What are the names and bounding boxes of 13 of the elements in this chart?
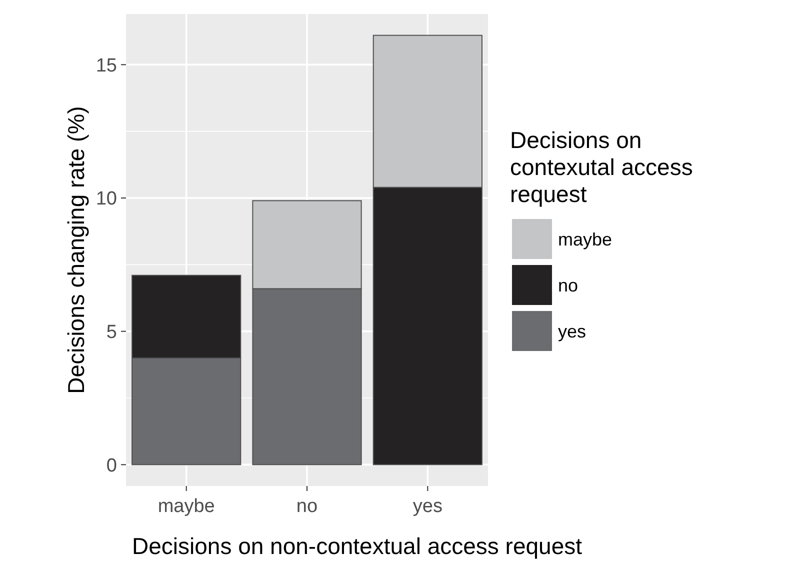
y-tick-label: 5 xyxy=(106,322,117,343)
x-axis-title: Decisions on non-contextual access request xyxy=(132,533,583,559)
legend-title: Decisions on contexutal access request xyxy=(510,127,693,207)
x-tick-label: no xyxy=(296,496,318,517)
legend-label: maybe xyxy=(558,229,612,250)
y-tick-label: 0 xyxy=(106,455,117,476)
y-tick-label: 10 xyxy=(96,188,117,210)
legend-label: yes xyxy=(558,321,586,342)
x-tick-label: yes xyxy=(412,496,442,517)
y-tick-label: 15 xyxy=(96,55,117,76)
x-tick-label: maybe xyxy=(158,496,215,517)
y-axis-title: Decisions changing rate (%) xyxy=(63,106,89,394)
legend-label: no xyxy=(558,275,578,296)
